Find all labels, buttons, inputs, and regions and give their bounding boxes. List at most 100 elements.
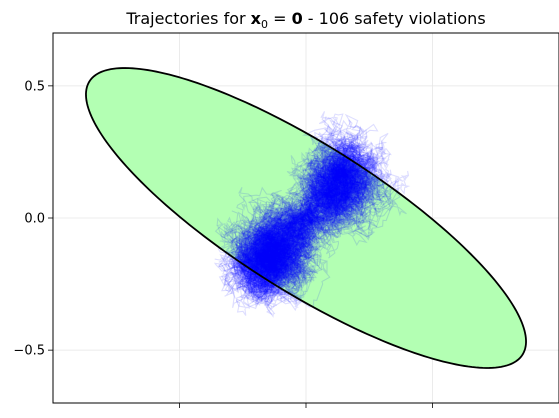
chart-title: Trajectories for x0 = 0 - 106 safety vio… — [125, 9, 485, 31]
trajectory-line — [300, 143, 397, 219]
trajectory-line — [237, 217, 315, 281]
trajectory-line — [229, 204, 321, 281]
trajectory-line — [229, 223, 317, 296]
title-subscript: 0 — [261, 18, 268, 31]
trajectory-line — [299, 160, 358, 222]
trajectory-line — [310, 131, 374, 220]
trajectory-line — [249, 184, 315, 287]
trajectory-line — [234, 219, 307, 302]
trajectory-line — [246, 207, 305, 297]
title-prefix: Trajectories for — [125, 9, 250, 28]
trajectory-line — [267, 212, 306, 285]
trajectory-line — [261, 225, 307, 287]
title-equals: = — [268, 9, 292, 28]
trajectory-line — [312, 143, 387, 225]
trajectory-line — [236, 221, 304, 259]
trajectory-line — [303, 129, 391, 222]
trajectory-line — [220, 202, 306, 310]
trajectory-line — [236, 201, 308, 300]
trajectory-line — [234, 202, 306, 269]
trajectory-line — [261, 213, 319, 294]
trajectory-line — [237, 223, 314, 297]
trajectory-line — [297, 141, 364, 222]
trajectory-line — [288, 161, 384, 233]
trajectory-line — [236, 215, 316, 302]
trajectory-line — [296, 160, 401, 238]
trajectory-line — [255, 208, 309, 271]
y-tick-label: 0.0 — [24, 212, 45, 227]
trajectory-line — [242, 220, 311, 303]
trajectory-line — [298, 178, 352, 229]
trajectory-line — [270, 208, 321, 280]
trajectory-line — [247, 203, 311, 294]
trajectory-line — [229, 213, 314, 279]
trajectory-line — [298, 176, 369, 239]
trajectory-line — [237, 205, 328, 279]
trajectory-line — [308, 141, 407, 217]
trajectory-line — [298, 169, 351, 216]
trajectory-line — [233, 219, 313, 280]
trajectory-line — [295, 146, 357, 219]
trajectory-line — [222, 213, 318, 282]
trajectory-line — [214, 222, 321, 270]
trajectory-line — [216, 211, 309, 286]
trajectory-line — [254, 215, 329, 282]
trajectory-line — [243, 208, 317, 280]
trajectory-line — [263, 206, 321, 286]
trajectory-line — [242, 201, 300, 272]
trajectory-line — [217, 209, 301, 304]
trajectory-line — [244, 209, 304, 284]
trajectory-line — [291, 159, 361, 241]
trajectory-line — [296, 166, 371, 219]
trajectory-line — [242, 225, 311, 302]
trajectory-line — [286, 147, 348, 245]
trajectory-line — [294, 141, 357, 235]
trajectory-line — [240, 211, 316, 274]
trajectory-line — [303, 146, 373, 218]
trajectory-line — [246, 209, 316, 295]
trajectory-line — [293, 167, 353, 213]
trajectory-line — [263, 205, 314, 269]
trajectory-line — [247, 207, 311, 276]
trajectory-line — [312, 175, 365, 223]
trajectory-line — [244, 217, 308, 273]
trajectory-line — [256, 215, 307, 284]
trajectory-line — [295, 163, 352, 229]
trajectory-line — [300, 140, 385, 226]
trajectory-line — [306, 150, 392, 238]
trajectory-line — [225, 211, 315, 295]
title-bold-x: x — [251, 9, 262, 28]
trajectory-line — [299, 152, 401, 231]
y-tick-label: 0.5 — [24, 79, 45, 94]
trajectory-line — [247, 213, 305, 281]
trajectory-line — [295, 119, 365, 219]
trajectory-line — [236, 186, 322, 272]
trajectory-line — [296, 140, 374, 219]
trajectory-line — [252, 217, 308, 287]
trajectory-line — [292, 155, 369, 251]
trajectory-line — [244, 212, 318, 315]
trajectory-line — [233, 212, 310, 281]
trajectory-line — [304, 188, 359, 239]
trajectory-line — [303, 143, 365, 218]
trajectory-line — [308, 145, 363, 221]
trajectory-line — [299, 154, 365, 244]
trajectory-line — [290, 151, 374, 234]
trajectory-line — [302, 155, 369, 227]
trajectory-line — [304, 149, 370, 213]
trajectory-line — [286, 127, 359, 225]
trajectory-line — [225, 211, 308, 318]
trajectory-line — [233, 203, 320, 289]
trajectory-line — [302, 159, 393, 218]
trajectory-line — [251, 213, 319, 308]
title-suffix: - 106 safety violations — [303, 9, 486, 28]
trajectory-line — [247, 220, 309, 288]
trajectory-line — [223, 215, 299, 300]
trajectory-line — [302, 135, 374, 213]
trajectory-line — [307, 175, 379, 246]
trajectory-line — [248, 217, 308, 297]
trajectory-line — [308, 168, 373, 223]
trajectory-line — [295, 154, 367, 227]
